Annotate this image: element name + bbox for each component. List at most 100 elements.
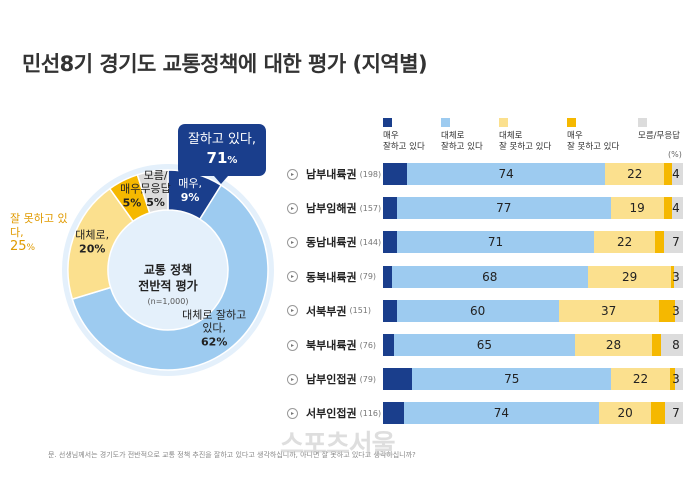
legend-swatch-4 — [638, 118, 647, 127]
row-label-4: ▸ 서북부권 (151) — [287, 301, 371, 321]
bar-segment-0-0 — [383, 163, 408, 185]
bar-segment-6-3 — [669, 368, 676, 391]
bar-value-label-6-1: 75 — [504, 372, 520, 387]
bar-value-label-3-2: 29 — [621, 269, 638, 284]
page-title: 민선8기 경기도 교통정책에 대한 평가 (지역별) — [22, 52, 428, 76]
legend-item-0: 매우 잘하고 있다 — [383, 118, 425, 153]
bar-segment-6-4 — [675, 368, 683, 391]
bar-segment-4-2 — [558, 299, 659, 322]
bar-value-label-7-2: 20 — [617, 406, 633, 421]
region-name: 서부인접권 — [306, 407, 357, 421]
bullet-icon: ▸ — [287, 168, 298, 180]
bar-segment-2-4 — [663, 231, 683, 254]
donut-slice-4 — [136, 169, 169, 214]
bar-value-label-5-4: 8 — [672, 338, 680, 352]
bar-value-label-7-4: 7 — [672, 406, 680, 421]
region-sample-size: (76) — [359, 340, 377, 350]
bar-segment-3-3 — [671, 265, 675, 288]
bar-segment-7-4 — [664, 402, 683, 425]
bar-segment-5-2 — [574, 334, 653, 356]
footnote: 문. 선생님께서는 경기도가 전반적으로 교통 정책 추진을 잘하고 있다고 생… — [48, 451, 416, 459]
bar-value-label-1-4: 4 — [672, 201, 680, 216]
region-name: 남부내륙권 — [306, 168, 357, 181]
bullet-icon: ▸ — [287, 202, 298, 214]
bullet-icon: ▸ — [287, 407, 298, 419]
bar-segment-6-2 — [611, 368, 670, 391]
bar-segment-7-3 — [651, 402, 665, 425]
bad-total-value: 25% — [10, 240, 70, 255]
legend-swatch-2 — [499, 118, 508, 127]
bar-value-label-5-1: 65 — [476, 338, 493, 352]
donut-slice-1 — [71, 184, 269, 371]
bar-segment-2-2 — [594, 231, 656, 254]
legend-item-1: 대체로 잘하고 있다 — [441, 118, 483, 153]
bar-value-label-4-1: 60 — [469, 303, 486, 318]
bar-value-label-0-2: 22 — [627, 167, 643, 181]
good-total-callout: 잘하고 있다, 71% — [178, 124, 266, 184]
callout-unit: % — [227, 155, 238, 166]
bar-segment-5-3 — [652, 334, 661, 356]
donut-slice-label-3: 매우, 5% — [120, 183, 144, 210]
bullet-icon: ▸ — [287, 339, 298, 351]
bad-total-number: 25 — [10, 239, 27, 254]
bar-segment-1-2 — [610, 197, 664, 220]
bar-segment-4-0 — [383, 299, 397, 322]
bullet-icon: ▸ — [287, 373, 298, 385]
region-sample-size: (144) — [359, 237, 382, 247]
center-line1: 교통 정책 — [143, 263, 193, 277]
region-name: 동북내륙권 — [306, 270, 357, 284]
center-sample-size: (n=1,000) — [147, 297, 189, 306]
region-name: 남부인접권 — [306, 373, 357, 387]
legend-text-1: 대체로 — [441, 131, 465, 141]
bar-segment-5-0 — [383, 334, 395, 356]
bar-value-label-3-1: 68 — [482, 269, 498, 284]
bar-segment-4-3 — [658, 299, 675, 322]
bar-value-label-0-4: 4 — [672, 167, 680, 181]
bar-value-label-2-4: 7 — [672, 235, 680, 250]
legend-text2-2: 잘 못하고 있다 — [499, 142, 552, 152]
bar-segment-4-4 — [674, 299, 683, 322]
legend-text-4: 모름/무응답 — [638, 131, 680, 141]
bar-value-label-2-2: 22 — [617, 235, 633, 250]
donut-slice-label-0: 매우, 9% — [178, 177, 202, 204]
bar-segment-3-2 — [587, 265, 672, 288]
bar-value-label-5-2: 28 — [605, 338, 622, 352]
bar-value-label-4-2: 37 — [601, 303, 617, 318]
watermark: 스포츠서울 — [280, 430, 396, 460]
bar-segment-2-3 — [655, 231, 664, 254]
donut-slice-label-4: 모름/무응답 5% — [140, 169, 170, 209]
donut-slice-label-1: 대체로 잘하고 있다, 62% — [182, 307, 246, 348]
unit-label: (%) — [668, 150, 682, 159]
bar-value-label-0-1: 74 — [498, 167, 514, 181]
bar-segment-0-2 — [605, 163, 665, 185]
donut-chart: 매우, 9% 대체로 잘하고 있다, 62% 대체로, 20% 매우, 5%모름/무응답 5% — [62, 164, 274, 376]
row-label-5: ▸ 북부내륙권 (76) — [287, 335, 376, 355]
bullet-icon: ▸ — [287, 236, 298, 248]
bar-value-label-3-4: 3 — [672, 269, 680, 284]
bar-value-label-1-2: 19 — [629, 201, 645, 216]
region-name: 남부임해권 — [306, 202, 357, 216]
legend-item-4: 모름/무응답 — [638, 118, 680, 142]
region-name: 서북부권 — [306, 304, 347, 318]
legend-text-0: 매우 — [383, 131, 399, 141]
bar-legend: 매우 잘하고 있다 대체로 잘하고 있다 대체로 잘 못하고 있다 매우 잘 못하고 있다 모름… — [383, 118, 693, 158]
bar-segment-5-1 — [394, 334, 575, 356]
bar-value-label-6-4: 3 — [672, 372, 680, 387]
region-name: 북부내륙권 — [306, 339, 357, 352]
bar-value-label-4-4: 3 — [672, 303, 680, 318]
region-sample-size: (151) — [349, 306, 371, 316]
callout-label: 잘하고 있다, — [187, 132, 257, 147]
row-label-0: ▸ 남부내륙권 (198) — [287, 164, 381, 184]
callout-number: 71 — [206, 149, 228, 167]
donut-slice-label-2: 대체로, 20% — [75, 228, 109, 255]
bad-total-text: 잘 못하고 있다, — [10, 212, 68, 239]
legend-swatch-3 — [567, 118, 576, 127]
region-sample-size: (79) — [359, 272, 377, 282]
bar-segment-2-0 — [383, 231, 397, 254]
bar-segment-3-0 — [383, 265, 392, 288]
bar-segment-1-3 — [663, 197, 672, 220]
bar-value-label-2-1: 71 — [487, 235, 504, 250]
bullet-icon: ▸ — [287, 271, 298, 283]
bar-segment-1-4 — [671, 197, 683, 220]
center-line2: 전반적 평가 — [138, 279, 198, 293]
